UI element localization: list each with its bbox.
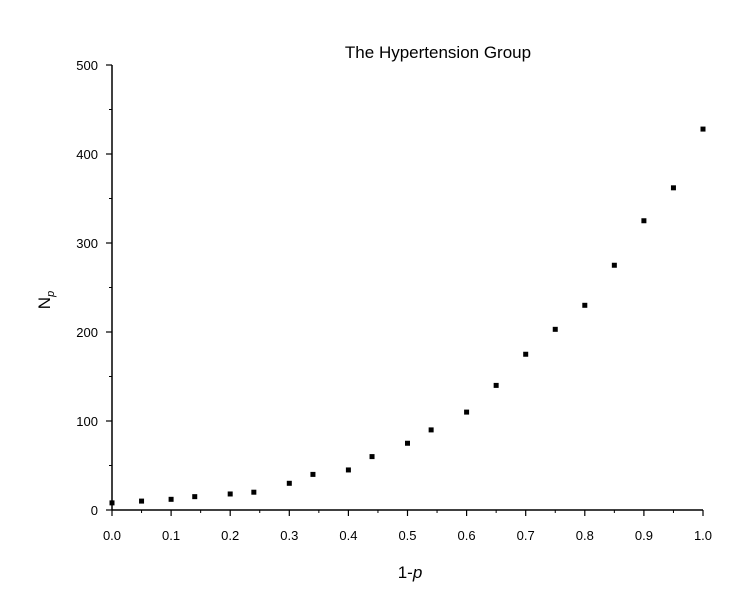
- data-point: [109, 500, 115, 506]
- data-point: [192, 494, 198, 500]
- data-point: [552, 326, 558, 332]
- data-point: [700, 126, 706, 132]
- data-point: [493, 382, 499, 388]
- x-axis-label-italic: p: [412, 563, 422, 582]
- data-point: [310, 471, 316, 477]
- data-points: [109, 126, 706, 506]
- y-axis-label: Np: [35, 291, 57, 309]
- x-tick-label: 0.4: [339, 528, 357, 543]
- x-tick-label: 0.9: [635, 528, 653, 543]
- y-tick-label: 500: [76, 58, 98, 73]
- data-point: [345, 467, 351, 473]
- data-point: [428, 427, 434, 433]
- data-point: [611, 262, 617, 268]
- chart-title: The Hypertension Group: [345, 43, 531, 62]
- x-tick-label: 1.0: [694, 528, 712, 543]
- x-tick-label: 0.1: [162, 528, 180, 543]
- x-tick-label: 0.5: [398, 528, 416, 543]
- x-tick-label: 0.7: [517, 528, 535, 543]
- data-point: [523, 351, 529, 357]
- data-point: [168, 496, 174, 502]
- data-point: [227, 491, 233, 497]
- data-point: [251, 489, 257, 495]
- y-tick-label: 100: [76, 414, 98, 429]
- x-tick-label: 0.6: [458, 528, 476, 543]
- x-axis-label-main: 1-: [398, 563, 413, 582]
- data-point: [582, 302, 588, 308]
- x-tick-label: 0.2: [221, 528, 239, 543]
- x-axis-label: 1-p: [398, 563, 423, 582]
- data-point: [286, 480, 292, 486]
- y-axis-label-subscript: p: [45, 291, 57, 298]
- x-tick-label: 0.0: [103, 528, 121, 543]
- data-point: [641, 218, 647, 224]
- x-axis-ticks: 0.0 0.1 0.2 0.3 0.4 0.5 0.6 0.7 0.8 0.9 1.0: [103, 510, 712, 543]
- y-tick-label: 200: [76, 325, 98, 340]
- x-tick-label: 0.8: [576, 528, 594, 543]
- data-point: [670, 185, 676, 191]
- data-point: [405, 440, 410, 446]
- y-axis-label-main: N: [35, 297, 54, 309]
- axes: 0.0 0.1 0.2 0.3 0.4 0.5 0.6 0.7 0.8 0.9 1.0 0 100 20…: [76, 58, 712, 543]
- y-axis-ticks: 0 100 200 300 400 500: [76, 58, 112, 518]
- data-point: [464, 409, 470, 415]
- data-point: [369, 454, 375, 460]
- y-tick-label: 400: [76, 147, 98, 162]
- x-tick-label: 0.3: [280, 528, 298, 543]
- data-point: [139, 498, 145, 504]
- y-tick-label: 300: [76, 236, 98, 251]
- y-tick-label: 0: [91, 503, 98, 518]
